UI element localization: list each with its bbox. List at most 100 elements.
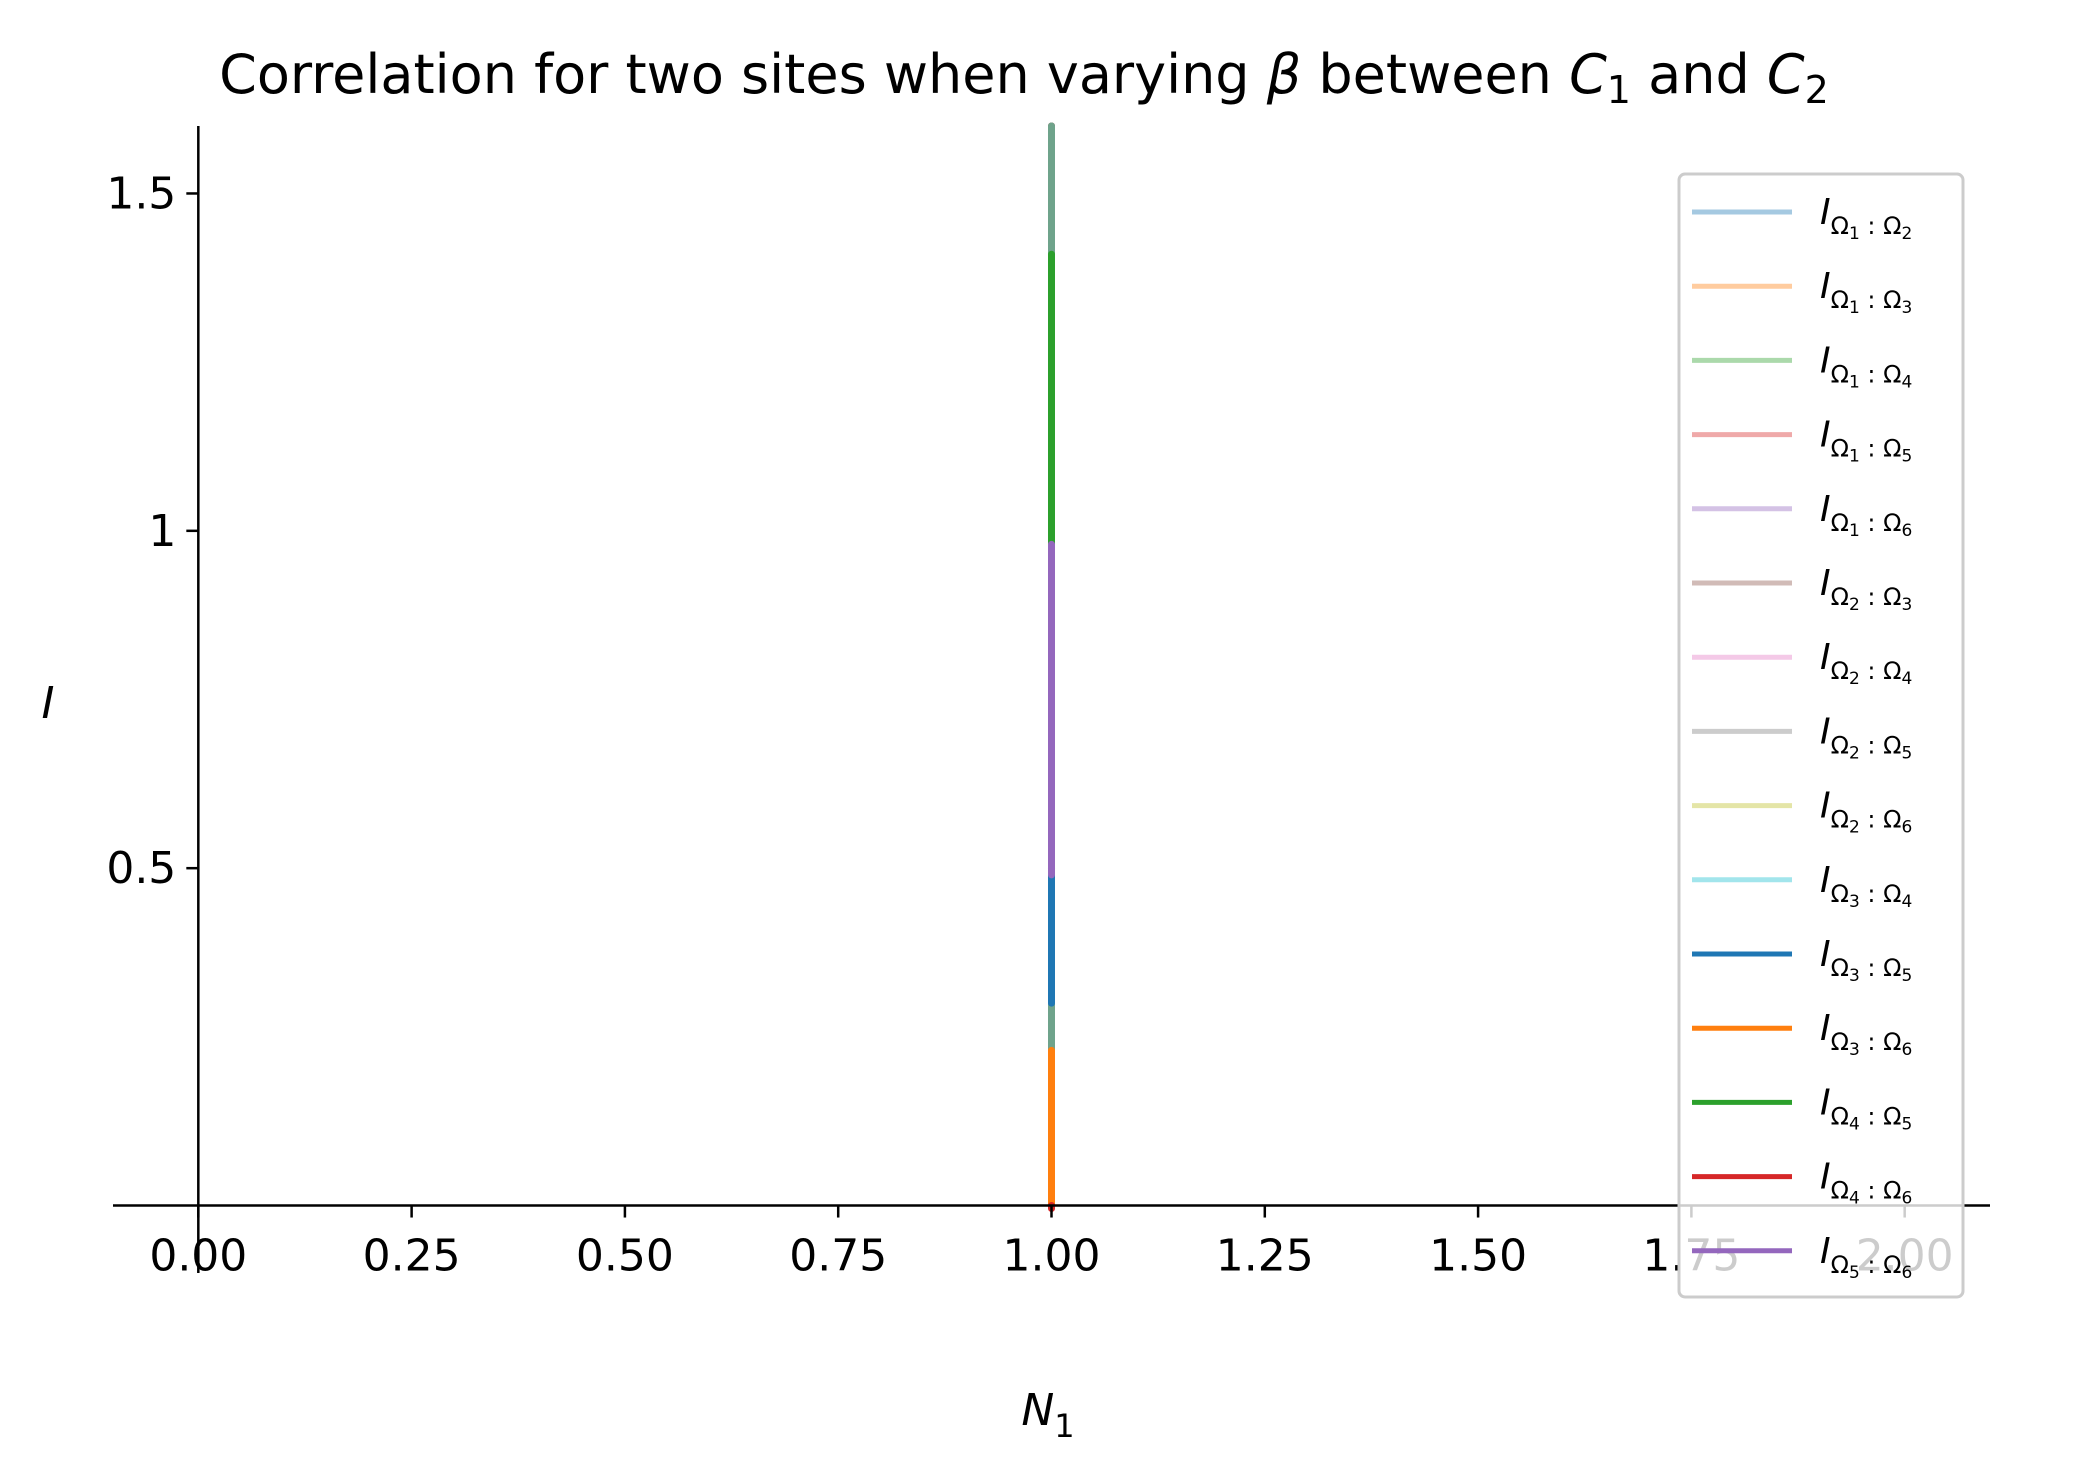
legend-label-part: Ω (1831, 360, 1849, 388)
legend-label-part: 2 (1849, 743, 1860, 763)
x-axis-label: N1 (1021, 1385, 1074, 1445)
legend-label-part: Ω (1883, 286, 1901, 314)
y-axis-label: I (42, 678, 55, 729)
title-c1: C (1569, 43, 1607, 106)
y-tick-label: 0.5 (106, 843, 176, 894)
legend-label-part: Ω (1883, 1177, 1901, 1205)
legend-label: IΩ4 : Ω5 (1820, 1082, 1912, 1134)
title-text-1: Correlation for two sites when varying (219, 43, 1267, 106)
legend-label-part: 1 (1849, 372, 1860, 392)
legend-box (1677, 172, 1965, 1299)
legend-label: IΩ2 : Ω4 (1820, 637, 1912, 689)
title-c1-sub: 1 (1607, 68, 1631, 112)
legend-label-part: 5 (1901, 447, 1912, 467)
x-label-base: N (1021, 1385, 1054, 1436)
legend-label-part: 2 (1849, 595, 1860, 615)
legend-label-part: I (1820, 489, 1831, 530)
legend-label-part: : (1860, 1028, 1883, 1056)
legend-label-part: 1 (1849, 521, 1860, 541)
legend-label-part: 2 (1901, 224, 1912, 244)
title-c2: C (1767, 43, 1805, 106)
legend-label-part: : (1860, 435, 1883, 463)
legend-label-part: Ω (1883, 657, 1901, 685)
legend-label-part: I (1820, 637, 1831, 678)
legend-label-part: 6 (1901, 1189, 1912, 1209)
legend-label-part: Ω (1831, 954, 1849, 982)
legend-label-part: : (1860, 286, 1883, 314)
legend-label-part: I (1820, 1231, 1831, 1272)
legend-label-part: Ω (1883, 435, 1901, 463)
legend-label-part: 5 (1901, 743, 1912, 763)
legend-label-part: : (1860, 1251, 1883, 1279)
x-tick-label: 1.25 (1216, 1231, 1314, 1282)
legend-label-part: 4 (1849, 1189, 1860, 1209)
x-tick-label: 0.50 (576, 1231, 674, 1282)
legend-label-part: 6 (1901, 818, 1912, 838)
legend-label-part: 1 (1849, 224, 1860, 244)
legend-label-part: I (1820, 1008, 1831, 1049)
legend-label-part: 5 (1901, 1114, 1912, 1134)
legend-label-part: Ω (1883, 1102, 1901, 1130)
legend-label-part: Ω (1831, 435, 1849, 463)
legend-label-part: Ω (1883, 954, 1901, 982)
legend-label-part: Ω (1831, 1251, 1849, 1279)
legend-label-part: 1 (1849, 447, 1860, 467)
legend-label-part: Ω (1883, 360, 1901, 388)
legend-label-part: 3 (1901, 595, 1912, 615)
legend-label: IΩ2 : Ω6 (1820, 786, 1912, 838)
legend-label-part: Ω (1883, 509, 1901, 537)
legend-label-part: : (1860, 880, 1883, 908)
legend-label-part: Ω (1831, 1028, 1849, 1056)
legend-label-part: : (1860, 583, 1883, 611)
legend-label-part: Ω (1831, 212, 1849, 240)
legend-label-part: 6 (1901, 1263, 1912, 1283)
legend-label-part: I (1820, 563, 1831, 604)
legend-label-part: : (1860, 509, 1883, 537)
legend-label-part: 4 (1901, 669, 1912, 689)
legend-label-part: Ω (1831, 1177, 1849, 1205)
legend-label: IΩ3 : Ω6 (1820, 1008, 1912, 1060)
title-text-2: between (1301, 43, 1569, 106)
x-tick-label: 0.75 (789, 1231, 887, 1282)
legend-label-part: 4 (1849, 1114, 1860, 1134)
legend-label-part: 3 (1901, 298, 1912, 318)
legend-label: IΩ1 : Ω3 (1820, 266, 1912, 318)
legend-label-part: Ω (1883, 583, 1901, 611)
legend-label-part: I (1820, 934, 1831, 975)
legend-label-part: : (1860, 1102, 1883, 1130)
legend-label-part: 4 (1901, 372, 1912, 392)
legend-label-part: I (1820, 266, 1831, 307)
y-tick-label: 1 (148, 506, 176, 557)
legend-label: IΩ3 : Ω5 (1820, 934, 1912, 986)
chart-title: Correlation for two sites when varying β… (219, 43, 1829, 112)
x-tick-label: 1.50 (1429, 1231, 1527, 1282)
legend-label: IΩ1 : Ω6 (1820, 489, 1912, 541)
x-tick-label: 0.25 (363, 1231, 461, 1282)
legend-label: IΩ3 : Ω4 (1820, 860, 1912, 912)
legend-label-part: I (1820, 860, 1831, 901)
x-tick-label: 0.00 (149, 1231, 247, 1282)
legend-label-part: 3 (1849, 966, 1860, 986)
legend-label-part: : (1860, 1177, 1883, 1205)
legend-label-part: 2 (1849, 818, 1860, 838)
legend-label-part: 3 (1849, 1040, 1860, 1060)
legend-label-part: 5 (1901, 966, 1912, 986)
legend-label-part: Ω (1831, 806, 1849, 834)
legend-label-part: 3 (1849, 892, 1860, 912)
title-beta: β (1266, 43, 1301, 106)
legend-label-part: Ω (1831, 1102, 1849, 1130)
y-ticks: 0.5 1 1.5 (106, 168, 199, 894)
legend-label-part: I (1820, 192, 1831, 233)
legend-label-part: Ω (1831, 286, 1849, 314)
legend-label-part: I (1820, 1157, 1831, 1198)
y-tick-label: 1.5 (106, 168, 176, 219)
legend-label: IΩ5 : Ω6 (1820, 1231, 1912, 1283)
legend-label-part: I (1820, 1082, 1831, 1123)
legend-label-part: I (1820, 340, 1831, 381)
legend-label-part: Ω (1831, 731, 1849, 759)
legend-label: IΩ1 : Ω4 (1820, 340, 1912, 392)
legend-label-part: Ω (1883, 731, 1901, 759)
